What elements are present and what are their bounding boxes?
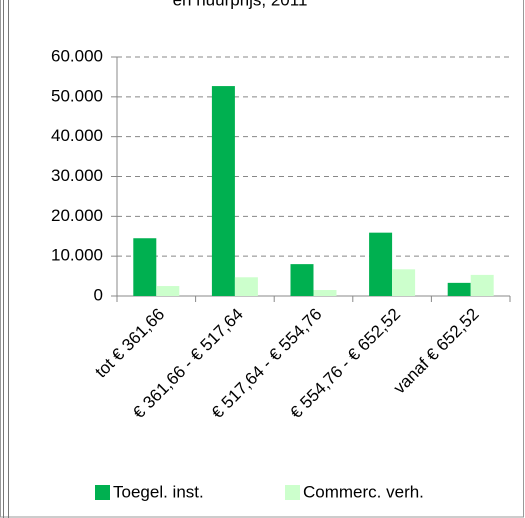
y-tick-label: 20.000 xyxy=(51,206,103,225)
legend-label: Commerc. verh. xyxy=(303,482,424,501)
chart-title: en huurprijs, 2011 xyxy=(173,0,308,9)
bar xyxy=(313,290,337,296)
y-tick-label: 10.000 xyxy=(51,246,103,265)
bar xyxy=(211,86,235,296)
x-tick-label: tot € 361,66 xyxy=(91,305,168,382)
bar xyxy=(234,277,258,296)
bar xyxy=(156,286,180,296)
bar xyxy=(470,274,494,296)
bar xyxy=(392,269,416,296)
y-tick-label: 40.000 xyxy=(51,126,103,145)
bar xyxy=(133,238,157,296)
legend-swatch xyxy=(285,485,300,500)
bar xyxy=(369,232,393,296)
legend-label: Toegel. inst. xyxy=(113,482,204,501)
legend-swatch xyxy=(95,485,110,500)
y-tick-label: 0 xyxy=(94,285,103,304)
y-tick-label: 50.000 xyxy=(51,86,103,105)
y-tick-label: 60.000 xyxy=(51,46,103,65)
bar xyxy=(290,264,314,296)
x-tick-label: vanaf € 652,52 xyxy=(390,305,483,398)
y-tick-label: 30.000 xyxy=(51,166,103,185)
bar xyxy=(447,282,471,296)
